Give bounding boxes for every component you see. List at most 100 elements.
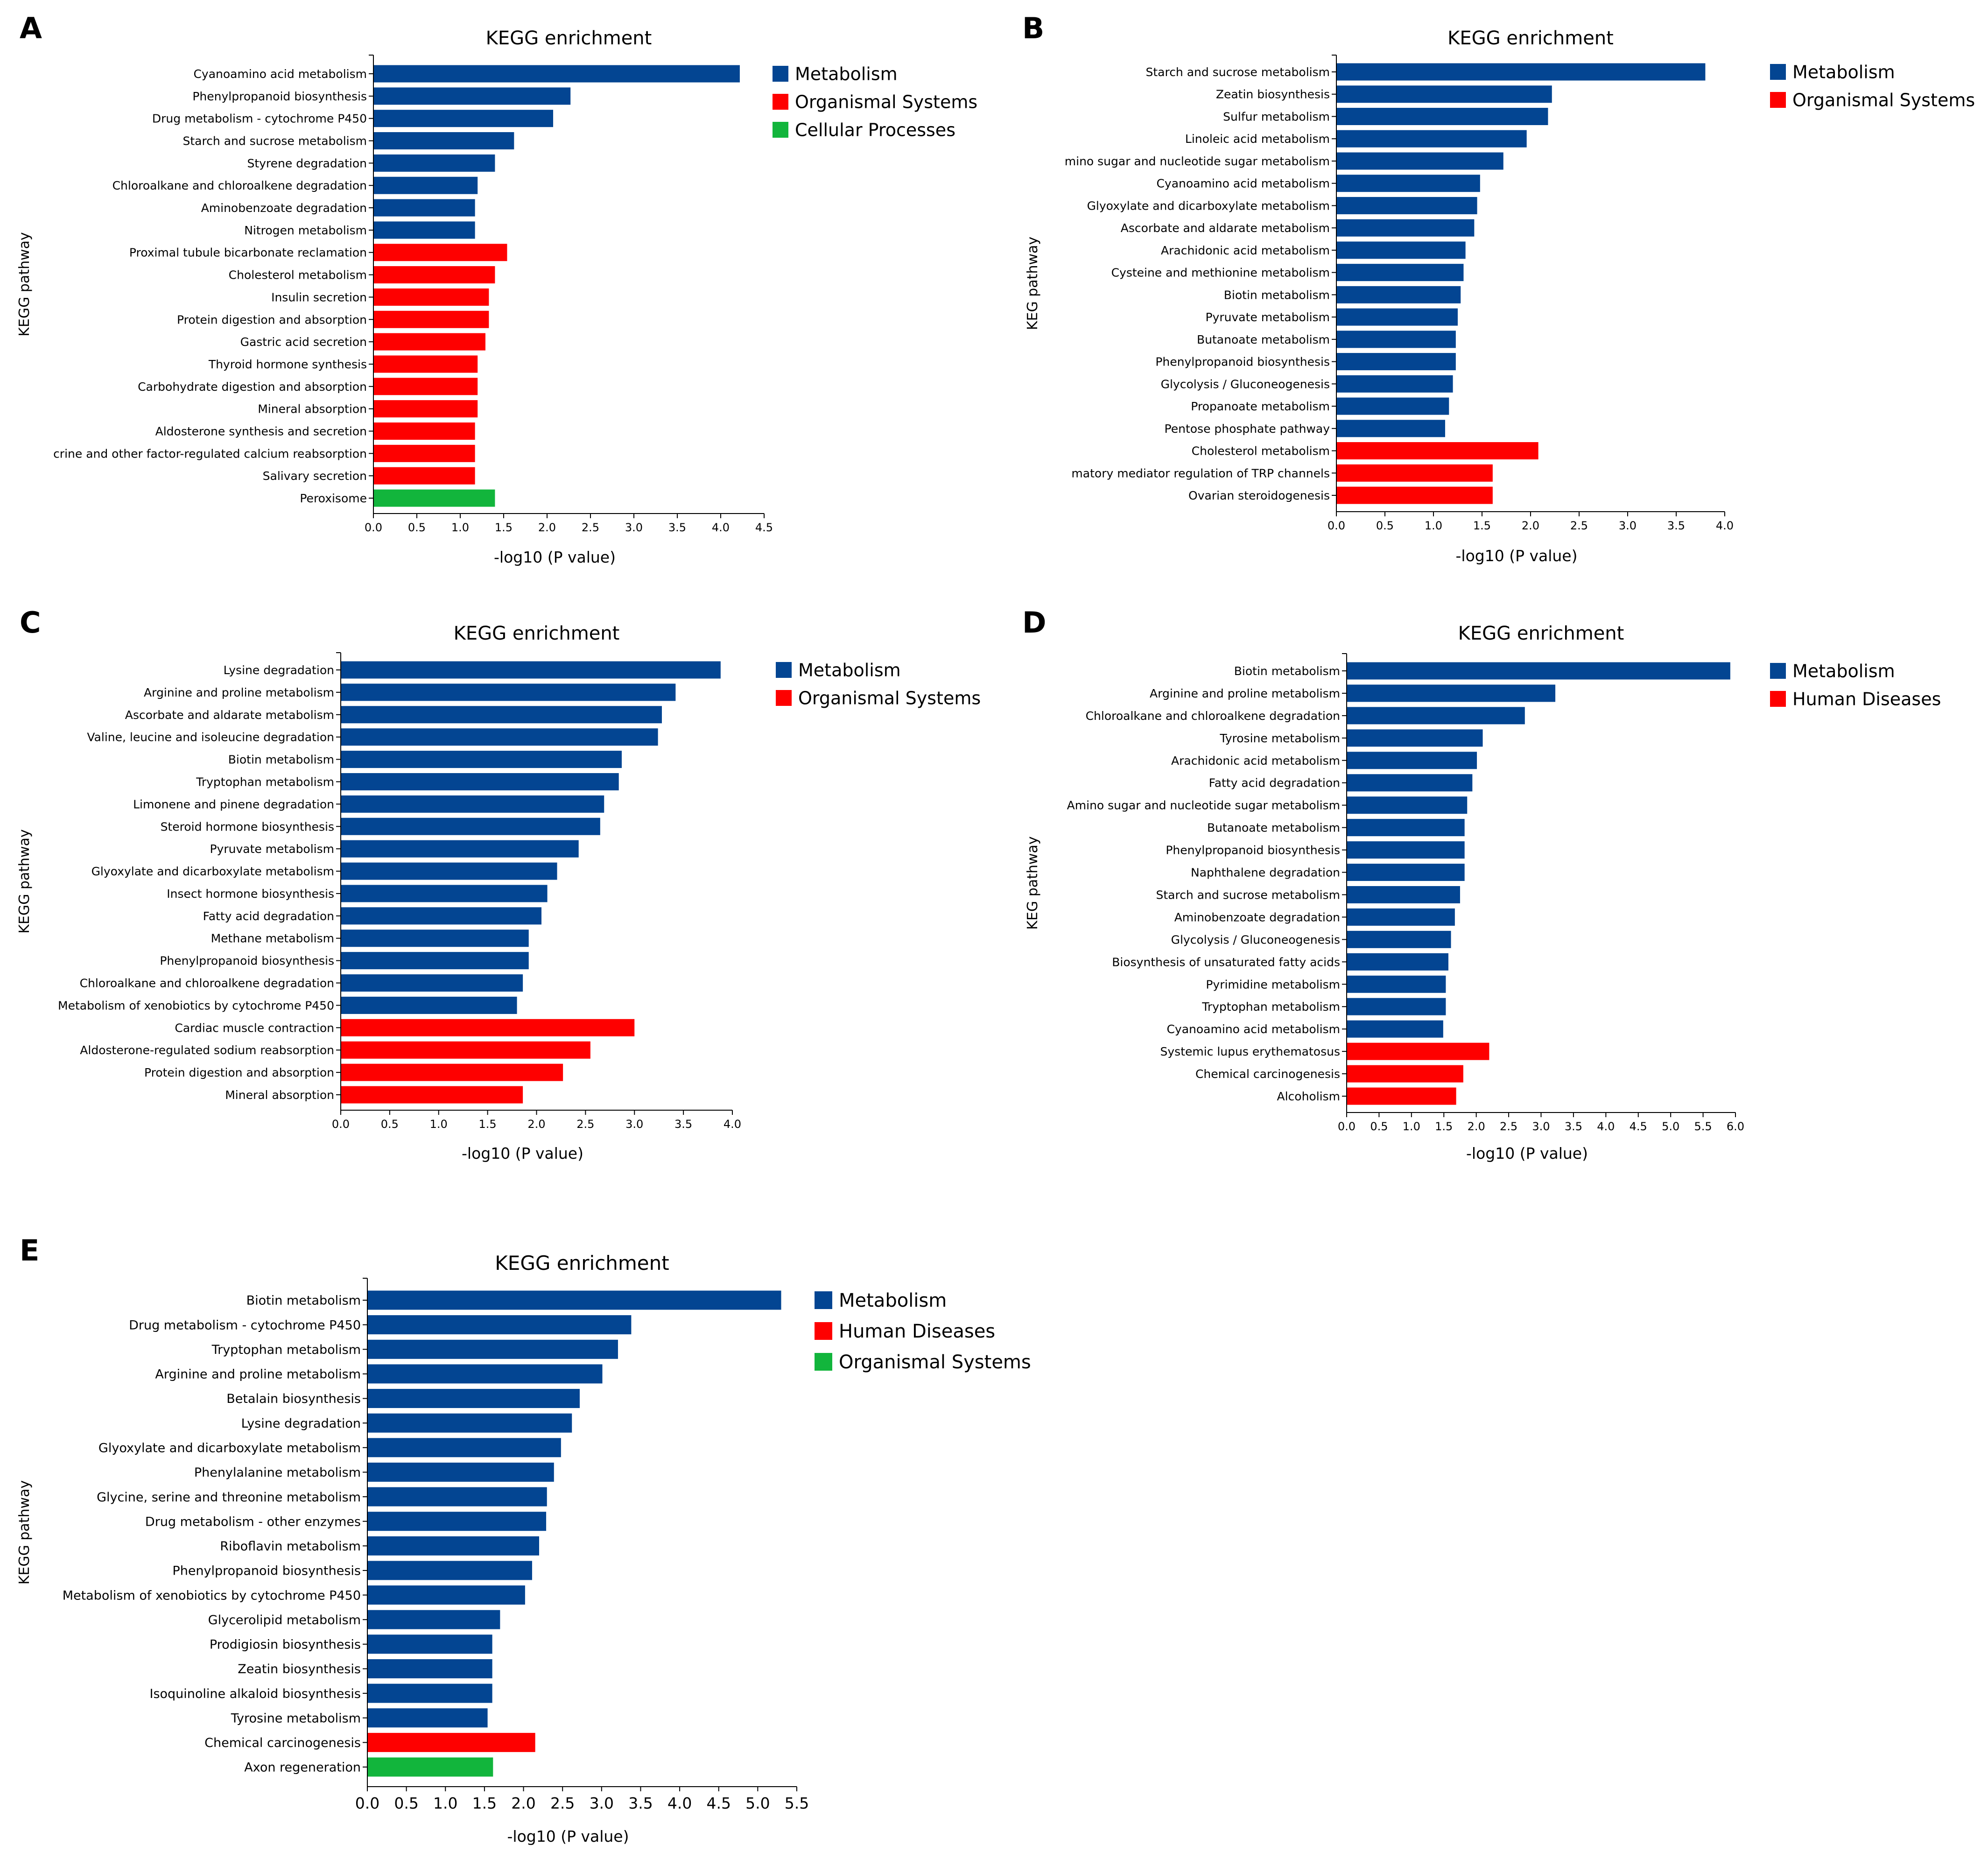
y-tick-label: Zeatin biosynthesis [1216, 88, 1330, 101]
x-tick-label: 0.0 [332, 1118, 350, 1131]
x-tick-label: 1.5 [495, 521, 513, 534]
x-tick-label: 2.5 [582, 521, 599, 534]
bar-phenylalanine-metabolism [367, 1462, 554, 1482]
bar-lysine-degradation [367, 1413, 572, 1433]
bar-cholesterol-metabolism [1336, 442, 1538, 460]
x-tick-label: 0.0 [1328, 519, 1345, 532]
y-tick-label: Butanoate metabolism [1197, 333, 1330, 346]
bar-glyoxylate-and-dicarboxylate-metabolism [1336, 197, 1477, 214]
x-tick-label: 4.0 [667, 1794, 692, 1812]
legend-label-metabolism: Metabolism [795, 63, 898, 84]
y-tick-label: Tryptophan metabolism [196, 775, 334, 789]
bar-aminobenzoate-degradation [1347, 908, 1455, 926]
y-tick-label: Propanoate metabolism [1191, 400, 1330, 413]
legend-label-human-diseases: Human Diseases [1792, 689, 1941, 709]
bar-cyanoamino-acid-metabolism [1336, 175, 1480, 192]
bar-tryptophan-metabolism [367, 1339, 618, 1359]
bar-tyrosine-metabolism [1347, 729, 1483, 747]
y-tick-label: Glycerolipid metabolism [208, 1613, 361, 1627]
x-tick-label: 0.5 [1376, 519, 1394, 532]
bar-matory-mediator-regulation-of-trp-channels [1336, 464, 1493, 482]
bar-chloroalkane-and-chloroalkene-degradation [341, 974, 523, 992]
bar-glyoxylate-and-dicarboxylate-metabolism [341, 862, 557, 880]
x-tick-label: 5.5 [785, 1794, 809, 1812]
legend: Metabolism Human Diseases [1770, 661, 1941, 709]
panel-letter: C [20, 606, 41, 640]
bar-drug-metabolism-cytochrome-p450 [367, 1315, 632, 1335]
y-tick-label: Isoquinoline alkaloid biosynthesis [149, 1687, 361, 1701]
bar-pyruvate-metabolism [1336, 308, 1458, 326]
y-tick-label: Drug metabolism - cytochrome P450 [129, 1318, 361, 1332]
bar-riboflavin-metabolism [367, 1536, 539, 1556]
y-tick-label: Arachidonic acid metabolism [1161, 244, 1330, 257]
y-tick-label: Betalain biosynthesis [226, 1392, 361, 1406]
x-axis-label: -log10 (P value) [462, 1144, 583, 1162]
y-tick-label: Salivary secretion [263, 469, 367, 483]
x-tick-label: 2.5 [1500, 1120, 1517, 1133]
x-tick-label: 2.0 [1468, 1120, 1485, 1133]
x-tick-label: 3.0 [625, 1118, 643, 1131]
y-tick-label: Biosynthesis of unsaturated fatty acids [1112, 955, 1340, 969]
y-tick-label: Proximal tubule bicarbonate reclamation [129, 246, 367, 260]
bar-naphthalene-degradation [1347, 864, 1465, 881]
x-tick-label: 1.5 [472, 1794, 497, 1812]
y-tick-label: Lysine degradation [241, 1416, 361, 1431]
bar-ascorbate-and-aldarate-metabolism [341, 706, 662, 724]
bar-fatty-acid-degradation [1347, 774, 1473, 792]
legend-swatch-organismal-systems [815, 1353, 832, 1371]
x-tick-label: 2.0 [511, 1794, 535, 1812]
y-tick-label: Zeatin biosynthesis [238, 1662, 361, 1676]
y-tick-label: Glyoxylate and dicarboxylate metabolism [91, 865, 334, 878]
legend-label-human-diseases: Human Diseases [839, 1321, 995, 1342]
y-tick-label: Tryptophan metabolism [1201, 1000, 1340, 1014]
bar-aldosterone-regulated-sodium-reabsorption [341, 1041, 590, 1059]
bar-nitrogen-metabolism [373, 221, 475, 239]
bar-protein-digestion-and-absorption [341, 1063, 563, 1081]
legend-label-organismal-systems: Organismal Systems [1792, 90, 1975, 110]
bar-glycolysis-gluconeogenesis [1347, 930, 1451, 948]
bar-chloroalkane-and-chloroalkene-degradation [373, 176, 478, 194]
bar-arachidonic-acid-metabolism [1347, 752, 1477, 769]
y-tick-label: Prodigiosin biosynthesis [210, 1638, 361, 1652]
panel-letter: B [1022, 11, 1044, 45]
bar-gastric-acid-secretion [373, 333, 485, 351]
x-tick-label: 0.5 [394, 1794, 418, 1812]
legend-swatch-organismal-systems [776, 690, 792, 706]
x-tick-label: 1.0 [430, 1118, 448, 1131]
panel-b: B KEGG enrichment Starch and sucrose metab… [1022, 11, 1975, 565]
bar-cholesterol-metabolism [373, 266, 495, 284]
legend-swatch-human-diseases [815, 1322, 832, 1340]
x-tick-label: 4.5 [755, 521, 773, 534]
y-tick-label: Linoleic acid metabolism [1185, 132, 1330, 146]
legend-swatch-metabolism [776, 662, 792, 678]
y-tick-label: Chloroalkane and chloroalkene degradatio… [1086, 709, 1340, 723]
bar-mineral-absorption [341, 1086, 523, 1104]
bar-crine-and-other-factor-regulated-calcium-reabsorption [373, 444, 475, 462]
y-tick-label: Lysine degradation [224, 663, 334, 677]
y-tick-label: Systemic lupus erythematosus [1160, 1045, 1341, 1058]
legend-label-metabolism: Metabolism [798, 660, 901, 680]
x-tick-label: 2.0 [527, 1118, 545, 1131]
y-tick-label: Fatty acid degradation [1209, 776, 1340, 790]
x-axis-label: -log10 (P value) [507, 1827, 629, 1845]
x-tick-label: 3.5 [628, 1794, 653, 1812]
y-tick-label: Phenylpropanoid biosynthesis [172, 1564, 361, 1578]
y-tick-label: Biotin metabolism [228, 753, 334, 767]
y-tick-label: Cholesterol metabolism [229, 268, 367, 282]
panel-letter: A [20, 11, 42, 45]
bar-glyoxylate-and-dicarboxylate-metabolism [367, 1438, 561, 1458]
y-tick-label: Alcoholism [1277, 1090, 1341, 1103]
y-tick-label: Ascorbate and aldarate metabolism [125, 708, 334, 722]
y-tick-label: Limonene and pinene degradation [133, 797, 334, 811]
bar-alcoholism [1347, 1087, 1456, 1105]
x-tick-label: 3.5 [674, 1118, 692, 1131]
bar-propanoate-metabolism [1336, 397, 1449, 415]
y-tick-label: Metabolism of xenobiotics by cytochrome … [63, 1588, 361, 1603]
x-tick-label: 1.0 [1425, 519, 1442, 532]
x-tick-label: 4.0 [724, 1118, 741, 1131]
legend-label-cellular-processes: Cellular Processes [795, 120, 955, 140]
y-tick-label: Drug metabolism - other enzymes [145, 1514, 361, 1529]
y-tick-label: Tyrosine metabolism [231, 1711, 361, 1725]
y-tick-label: Peroxisome [300, 492, 367, 505]
x-tick-label: 0.0 [365, 521, 382, 534]
